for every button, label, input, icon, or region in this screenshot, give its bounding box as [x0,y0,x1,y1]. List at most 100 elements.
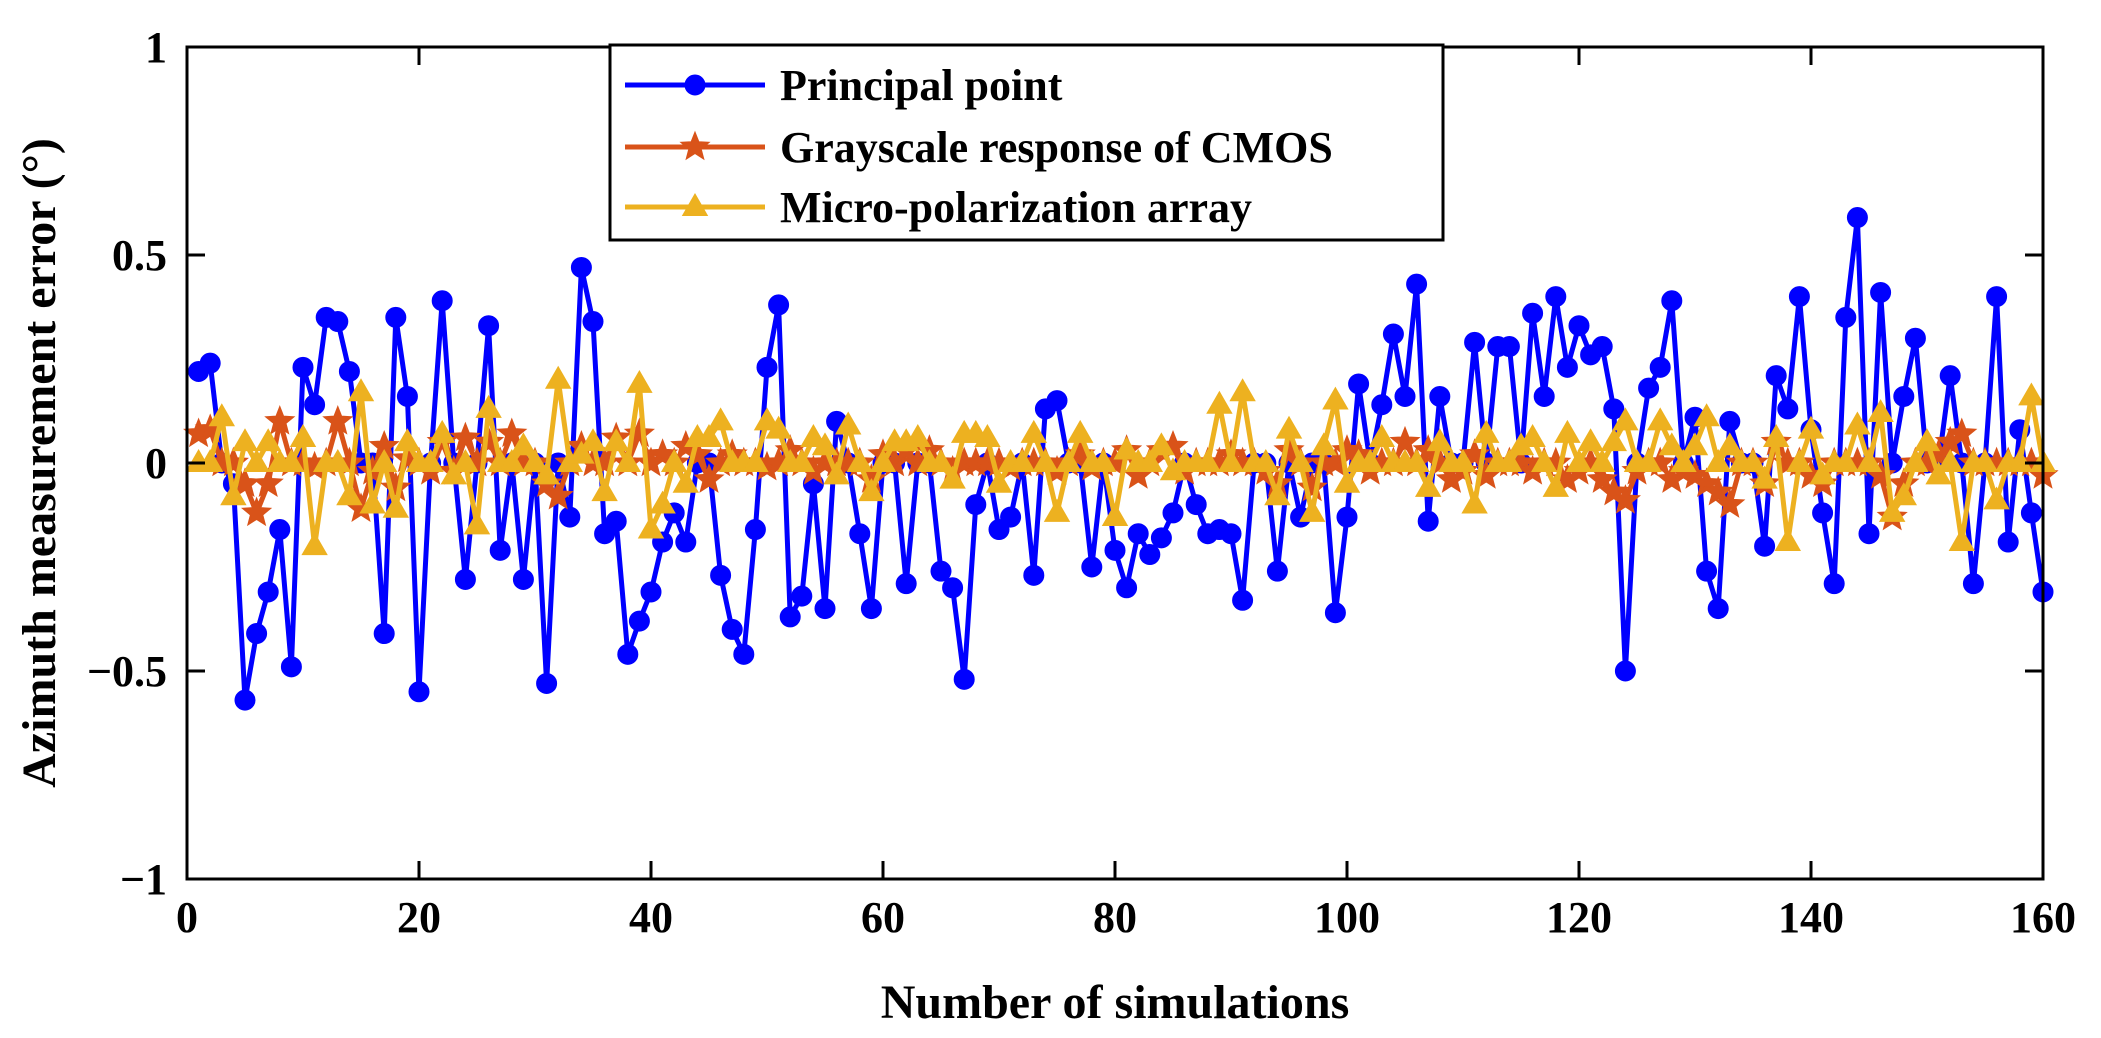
data-point [1765,365,1787,387]
series-layer [183,207,2059,711]
data-point [324,448,352,472]
data-point [1925,461,1952,485]
data-point [721,618,743,640]
data-point [753,407,781,431]
data-point [1000,506,1022,528]
data-point [1670,448,1697,472]
data-point [939,465,966,489]
data-point [1588,448,1616,472]
data-point [304,394,326,416]
data-point [1565,448,1593,472]
data-point [1498,336,1520,358]
data-point [568,440,595,464]
data-point [1939,365,1961,387]
data-point [1020,419,1048,443]
x-tick-label: 160 [2010,893,2076,942]
data-point [257,581,279,603]
data-point [742,448,769,472]
legend-label: Micro-polarization array [780,183,1252,232]
data-point [1693,403,1720,427]
data-point [602,428,630,452]
data-point [1533,385,1555,407]
data-point [1264,482,1291,506]
y-tick-label: −0.5 [87,647,167,696]
data-point [1986,286,2008,308]
data-point [510,432,537,456]
data-point [264,405,296,435]
data-point [220,482,247,506]
data-point [1702,475,1734,506]
data-point [1846,207,1868,229]
data-point [744,519,766,541]
data-point [1600,428,1628,452]
data-point [860,598,882,620]
data-point [301,532,328,556]
data-point [394,428,421,452]
data-point [208,403,236,427]
data-point [1150,527,1172,549]
legend-entry-0: Principal point [625,61,1063,110]
data-point [1704,448,1732,472]
data-point [1113,436,1140,460]
data-point [1902,448,1929,472]
data-point [1298,498,1326,522]
data-point [1948,528,1976,551]
data-point [1867,399,1894,423]
legend-items: Principal point Grayscale response of CMO… [625,61,1333,232]
data-point [417,448,444,472]
data-point [779,606,801,628]
data-point [846,448,874,472]
data-point [243,448,270,472]
data-point [1971,448,1999,472]
data-point [322,405,354,435]
data-point [1116,577,1138,599]
data-point [1786,448,1813,472]
data-point [1832,448,1860,472]
data-point [1519,424,1546,447]
data-point [681,438,713,468]
data-point [289,424,317,447]
data-point [579,428,607,452]
legend-marker [684,74,706,96]
legend-marker [681,192,709,216]
data-point [1556,356,1578,378]
data-point [904,424,932,447]
data-point [241,496,273,527]
legend-marker [679,130,711,161]
data-point [1429,385,1451,407]
data-point [1185,494,1207,516]
data-point [693,463,725,493]
data-point [1417,510,1439,532]
data-point [1797,415,1825,439]
data-point [1043,498,1071,522]
data-point [1707,598,1729,620]
y-tick-label: 0 [145,439,167,488]
data-point [1023,564,1045,586]
data-point [1296,471,1328,502]
data-point [1542,473,1570,497]
data-point [536,672,558,694]
data-point [278,448,305,472]
data-point [1232,589,1254,611]
x-tick-label: 100 [1314,893,1380,942]
data-point [385,306,407,328]
data-point [521,448,549,472]
data-point [869,448,897,472]
data-point [1890,482,1918,506]
data-point [768,294,790,316]
data-point [823,461,850,485]
x-tick-label: 40 [629,893,673,942]
x-axis-title: Number of simulations [881,976,1350,1029]
data-point [1066,419,1094,443]
data-point [231,428,259,452]
data-point [1139,544,1161,566]
data-point [1719,410,1741,432]
data-point [1788,286,1810,308]
data-point [338,360,360,382]
legend-label: Principal point [780,61,1063,110]
data-point [1382,323,1404,345]
data-point [1612,407,1639,431]
data-point [1310,432,1338,456]
tick-label-layer: 0 20 40 60 80 100 120 140 160 −1 −0.5 0 0.5 1 [87,23,2076,942]
